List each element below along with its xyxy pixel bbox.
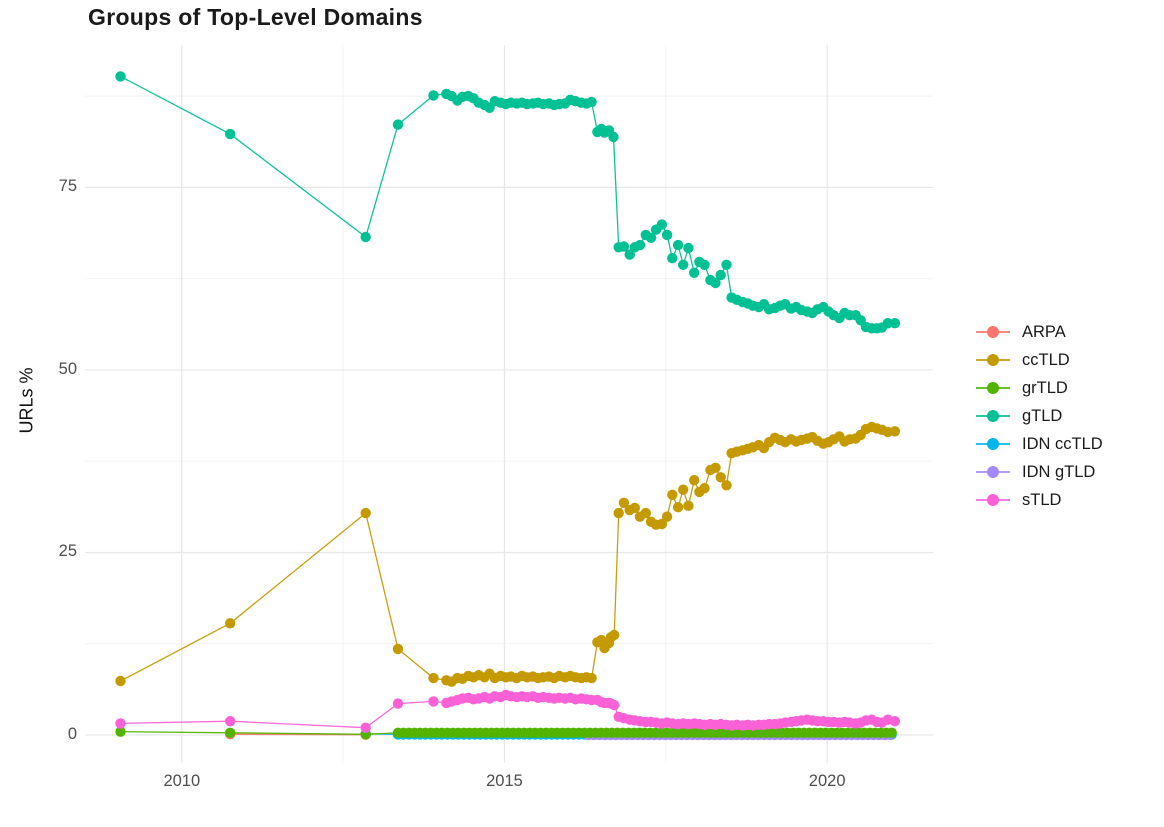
legend-key-icon <box>976 351 1010 369</box>
series-grtld <box>115 726 897 740</box>
legend-label: ARPA <box>1022 322 1066 341</box>
y-tick-label: 50 <box>58 359 77 378</box>
legend-key-icon <box>976 491 1010 509</box>
legend-label: IDN ccTLD <box>1022 434 1103 453</box>
y-tick-label: 0 <box>67 725 77 744</box>
legend-item: IDN gTLD <box>976 458 1103 486</box>
x-tick-label: 2015 <box>486 772 523 790</box>
y-tick-label: 75 <box>58 177 77 196</box>
legend: ARPA ccTLD grTLD gTLD IDN ccTLD IDN gTLD sTLD <box>976 318 1103 514</box>
legend-item: ARPA <box>976 318 1103 346</box>
series-cctld <box>115 421 901 687</box>
grid-major <box>85 45 933 763</box>
x-tick-label: 2010 <box>163 772 201 790</box>
legend-key-icon <box>976 435 1010 453</box>
x-tick-label: 2020 <box>808 772 846 790</box>
legend-item: IDN ccTLD <box>976 430 1103 458</box>
legend-item: grTLD <box>976 374 1103 402</box>
y-tick-label: 25 <box>58 542 77 561</box>
legend-label: grTLD <box>1022 378 1068 397</box>
series-gtld <box>115 71 901 334</box>
legend-label: ccTLD <box>1022 350 1070 369</box>
legend-key-icon <box>976 463 1010 481</box>
grid-minor <box>85 45 933 763</box>
series-stld <box>115 689 901 733</box>
legend-label: sTLD <box>1022 490 1062 509</box>
legend-label: gTLD <box>1022 406 1063 425</box>
legend-item: gTLD <box>976 402 1103 430</box>
legend-label: IDN gTLD <box>1022 462 1096 481</box>
legend-item: ccTLD <box>976 346 1103 374</box>
legend-key-icon <box>976 379 1010 397</box>
legend-key-icon <box>976 407 1010 425</box>
legend-key-icon <box>976 323 1010 341</box>
legend-item: sTLD <box>976 486 1103 514</box>
chart-title: Groups of Top-Level Domains <box>88 4 423 30</box>
